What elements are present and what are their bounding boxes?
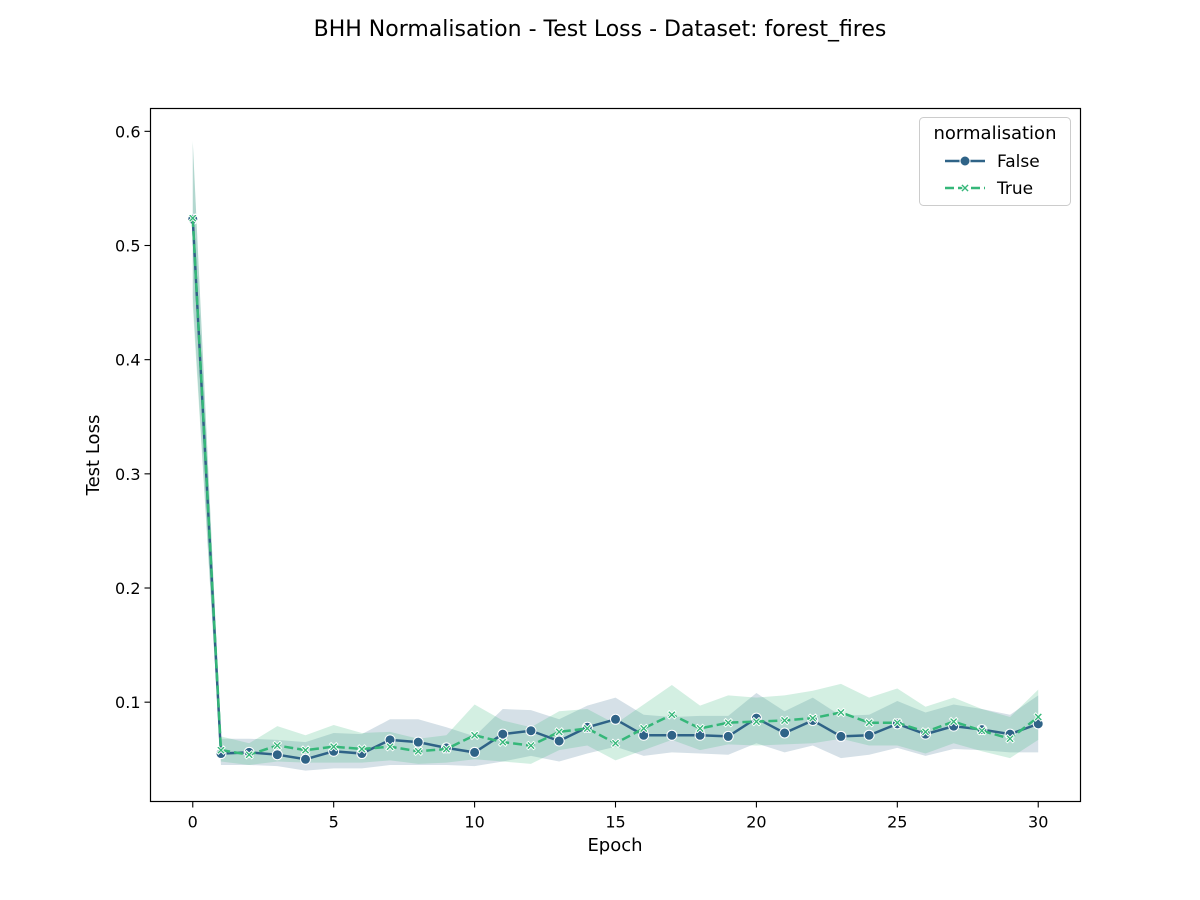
data-point-true xyxy=(300,745,311,755)
data-point-false xyxy=(779,727,791,739)
data-point-false xyxy=(497,728,509,740)
y-axis-label: Test Loss xyxy=(83,415,104,497)
x-tick-label: 0 xyxy=(188,813,198,832)
x-tick-label: 30 xyxy=(1028,813,1048,832)
data-point-true xyxy=(272,740,283,751)
series-line-true xyxy=(191,218,1039,756)
data-point-true xyxy=(497,737,508,747)
x-axis-label: Epoch xyxy=(587,835,642,856)
y-axis: 0.1 0.2 0.3 0.4 0.5 0.6 xyxy=(115,122,151,712)
data-point-true xyxy=(610,738,621,749)
data-point-true xyxy=(948,716,959,727)
data-point-true xyxy=(441,744,452,754)
data-point-false xyxy=(525,725,537,737)
series-line-false xyxy=(191,219,1039,761)
data-point-true xyxy=(892,717,903,728)
data-point-true xyxy=(328,741,339,752)
plot-area xyxy=(187,140,1044,771)
data-point-true xyxy=(779,715,790,726)
legend: normalisation False True xyxy=(919,117,1071,206)
data-point-true xyxy=(469,730,480,741)
x-axis: 0 5 10 15 20 25 30 xyxy=(188,801,1048,832)
axes-frame xyxy=(149,107,1082,803)
confidence-band-true xyxy=(192,140,1039,765)
data-point-false xyxy=(863,729,875,741)
data-point-true xyxy=(1033,712,1044,722)
legend-title: normalisation xyxy=(934,123,1057,144)
legend-marker-false xyxy=(959,155,971,167)
x-tick-label: 20 xyxy=(746,813,766,832)
data-point-true xyxy=(554,727,564,737)
data-point-true xyxy=(244,749,254,760)
data-point-true xyxy=(413,746,424,757)
legend-entry-false: False xyxy=(945,152,1040,172)
data-point-true xyxy=(357,744,367,754)
legend-box xyxy=(919,117,1071,206)
data-point-false xyxy=(722,730,734,742)
data-point-true xyxy=(751,716,762,727)
data-point-true xyxy=(526,740,536,751)
y-tick-label: 0.3 xyxy=(115,465,140,484)
y-tick-label: 0.6 xyxy=(115,122,140,141)
legend-label-true: True xyxy=(996,179,1033,199)
x-tick-label: 10 xyxy=(464,813,484,832)
y-tick-label: 0.1 xyxy=(115,693,140,712)
data-point-false xyxy=(835,730,847,742)
data-point-false xyxy=(469,746,481,758)
legend-entry-true: True xyxy=(945,179,1033,199)
data-point-true xyxy=(1005,733,1015,744)
y-tick-label: 0.5 xyxy=(115,237,140,256)
x-tick-label: 15 xyxy=(605,813,625,832)
data-point-false xyxy=(271,749,283,761)
data-point-true xyxy=(807,713,818,723)
data-point-true xyxy=(385,741,395,752)
chart-title: BHH Normalisation - Test Loss - Dataset:… xyxy=(314,17,887,42)
legend-marker-true xyxy=(960,183,970,193)
x-tick-label: 5 xyxy=(329,813,339,832)
data-point-true xyxy=(216,745,226,755)
data-point-true xyxy=(582,723,593,734)
y-tick-label: 0.4 xyxy=(115,351,140,370)
data-point-false xyxy=(553,735,565,747)
data-point-true xyxy=(695,723,705,734)
data-point-true xyxy=(723,717,734,728)
data-point-false xyxy=(666,729,678,741)
legend-label-false: False xyxy=(997,152,1040,172)
data-point-false xyxy=(412,736,424,748)
data-point-true xyxy=(667,709,677,720)
data-point-true xyxy=(920,727,931,737)
data-point-true xyxy=(638,723,649,734)
x-tick-label: 25 xyxy=(887,813,907,832)
data-point-true xyxy=(187,213,198,223)
data-point-true xyxy=(864,717,874,728)
data-point-true xyxy=(836,707,846,718)
data-point-true xyxy=(977,725,987,736)
data-point-false xyxy=(610,713,621,725)
series-markers-true xyxy=(187,213,1044,760)
data-point-false xyxy=(300,753,311,765)
series-markers-false xyxy=(187,213,1044,765)
y-tick-label: 0.2 xyxy=(115,579,140,598)
confidence-band-false xyxy=(192,142,1039,771)
